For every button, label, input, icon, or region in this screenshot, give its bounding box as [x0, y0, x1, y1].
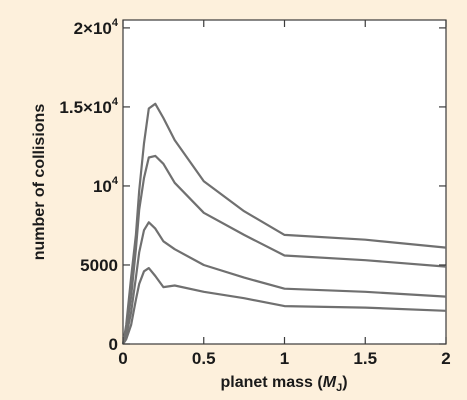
x-tick-label: 1.5 [353, 349, 377, 368]
x-axis-title: planet mass (MJ) [220, 374, 347, 394]
series-line-1 [121, 102, 447, 345]
x-tick-label: 0 [118, 349, 127, 368]
y-tick-label: 5000 [80, 256, 118, 275]
x-axis-title-subscript: J [336, 382, 342, 394]
y-tick-label: 0 [109, 335, 118, 354]
y-tick-label: 2×104 [74, 17, 119, 38]
y-tick-exponent: 4 [112, 17, 119, 29]
series-line-2 [121, 154, 447, 345]
series-group [121, 102, 447, 345]
x-tick-label: 2 [441, 349, 450, 368]
ticks-group: 0 0.5 1 1.5 2 0 5000 104 1.5×104 2×104 [59, 17, 450, 368]
x-axis-title-symbol: M [323, 374, 337, 391]
series-line-4 [122, 267, 447, 345]
x-axis-title-main: planet mass ( [220, 374, 323, 391]
y-tick-label: 1.5×104 [59, 96, 118, 117]
plot-area [122, 19, 447, 345]
y-tick-exponent: 4 [112, 96, 119, 108]
x-tick-label: 1 [280, 349, 289, 368]
y-tick-label: 104 [93, 175, 119, 196]
x-axis-title-close: ) [342, 374, 347, 391]
x-tick-label: 0.5 [192, 349, 216, 368]
y-tick-exponent: 4 [112, 175, 119, 187]
series-line-3 [121, 221, 447, 345]
y-axis-title: number of collisions [31, 104, 48, 261]
